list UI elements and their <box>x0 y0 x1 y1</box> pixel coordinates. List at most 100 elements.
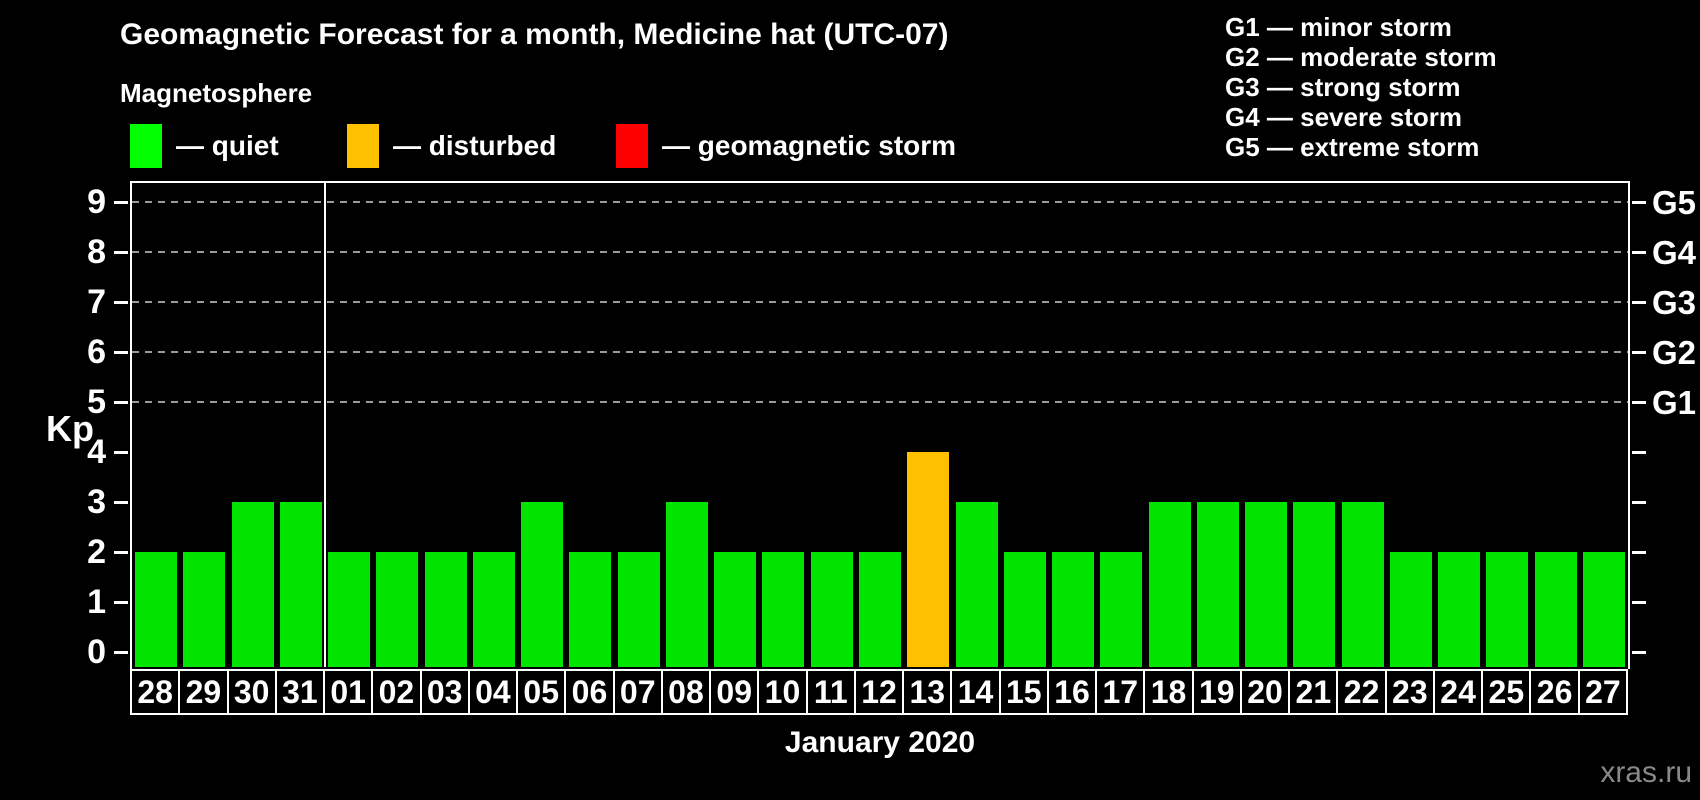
day-label-box-19: 19 <box>1191 669 1242 715</box>
plot-area <box>130 181 1630 669</box>
right-tick-kp-6 <box>1632 351 1646 354</box>
legend-label-disturbed: — disturbed <box>393 130 557 161</box>
kp-bar-day-24 <box>1438 552 1481 667</box>
day-label-box-18: 18 <box>1143 669 1194 715</box>
y-tick-label-8: 8 <box>87 233 106 271</box>
day-label-box-17: 17 <box>1095 669 1146 715</box>
kp-bar-day-14 <box>955 502 998 667</box>
right-tick-kp-9 <box>1632 201 1646 204</box>
day-label-box-20: 20 <box>1239 669 1291 715</box>
kp-bar-day-06 <box>569 552 612 667</box>
day-label-box-14: 14 <box>950 669 1001 715</box>
gridline-kp-9 <box>132 201 1628 203</box>
kp-bar-day-04 <box>472 552 515 667</box>
day-label-box-28: 28 <box>130 669 181 715</box>
y-tick-label-4: 4 <box>87 433 106 471</box>
right-tick-kp-8 <box>1632 251 1646 254</box>
kp-bar-day-13 <box>907 452 950 667</box>
day-label-box-23: 23 <box>1384 669 1435 715</box>
kp-bar-day-19 <box>1196 502 1239 667</box>
legend-item-quiet: — quiet <box>130 124 279 168</box>
gridline-kp-5 <box>132 401 1628 403</box>
day-label-box-15: 15 <box>998 669 1049 715</box>
day-label-box-12: 12 <box>853 669 905 715</box>
day-label-box-29: 29 <box>178 669 229 715</box>
kp-bar-day-21 <box>1293 502 1336 667</box>
kp-bar-day-07 <box>617 552 660 667</box>
y-tick-label-5: 5 <box>87 383 106 421</box>
day-label-box-27: 27 <box>1577 669 1628 715</box>
right-tick-kp-3 <box>1632 501 1646 504</box>
g-axis-label-g2: G2 <box>1652 334 1697 371</box>
day-label-box-22: 22 <box>1336 669 1387 715</box>
kp-bar-day-25 <box>1486 552 1529 667</box>
y-axis-label-kp: Kp <box>46 408 94 449</box>
kp-bar-day-15 <box>1003 552 1046 667</box>
g-legend-line-g1: G1 — minor storm <box>1225 12 1452 42</box>
legend-item-disturbed: — disturbed <box>347 124 556 168</box>
kp-bar-day-02 <box>376 552 419 667</box>
gridline-kp-7 <box>132 301 1628 303</box>
day-label-box-08: 08 <box>660 669 712 715</box>
kp-bar-day-20 <box>1245 502 1288 667</box>
day-label-box-10: 10 <box>757 669 808 715</box>
day-label-box-01: 01 <box>323 669 374 715</box>
day-label-box-11: 11 <box>805 669 856 715</box>
g-axis-label-g3: G3 <box>1652 284 1697 321</box>
kp-bar-day-31 <box>279 502 322 667</box>
right-tick-kp-2 <box>1632 551 1646 554</box>
day-label-box-06: 06 <box>564 669 615 715</box>
watermark-xras-ru: xras.ru <box>1600 756 1692 789</box>
day-label-box-07: 07 <box>612 669 663 715</box>
right-tick-kp-4 <box>1632 451 1646 454</box>
legend-label-quiet: — quiet <box>176 130 279 161</box>
right-tick-kp-1 <box>1632 601 1646 604</box>
day-label-box-25: 25 <box>1481 669 1532 715</box>
quiet-color-swatch <box>130 124 162 168</box>
left-tick-kp-6 <box>114 351 128 354</box>
right-tick-kp-7 <box>1632 301 1646 304</box>
kp-bar-day-29 <box>183 552 226 667</box>
legend-label-geomagnetic-storm: — geomagnetic storm <box>662 130 957 161</box>
y-tick-label-6: 6 <box>87 333 106 371</box>
left-tick-kp-4 <box>114 451 128 454</box>
g-legend-line-g3: G3 — strong storm <box>1225 72 1461 102</box>
magnetosphere-legend-title: Magnetosphere <box>120 78 313 108</box>
chart-title: Geomagnetic Forecast for a month, Medici… <box>120 18 949 51</box>
left-tick-kp-3 <box>114 501 128 504</box>
legend-item-geomagnetic-storm: — geomagnetic storm <box>616 124 956 168</box>
kp-bar-day-27 <box>1582 552 1625 667</box>
g-axis-label-g5: G5 <box>1652 184 1697 221</box>
day-label-box-02: 02 <box>371 669 422 715</box>
gridline-kp-8 <box>132 251 1628 253</box>
left-tick-kp-5 <box>114 401 128 404</box>
g-axis-label-g1: G1 <box>1652 384 1697 421</box>
g-scale-legend: G1 — minor storm G2 — moderate storm G3 … <box>1225 12 1497 162</box>
day-label-box-05: 05 <box>516 669 567 715</box>
day-label-box-30: 30 <box>226 669 277 715</box>
y-tick-label-7: 7 <box>87 283 106 321</box>
kp-bar-day-26 <box>1534 552 1577 667</box>
kp-bar-day-03 <box>424 552 467 667</box>
kp-bar-day-23 <box>1389 552 1432 667</box>
g-legend-line-g2: G2 — moderate storm <box>1225 42 1497 72</box>
right-tick-kp-5 <box>1632 401 1646 404</box>
kp-bar-day-28 <box>135 552 178 667</box>
kp-bar-day-05 <box>521 502 564 667</box>
kp-bar-day-22 <box>1341 502 1384 667</box>
y-tick-label-0: 0 <box>87 633 106 671</box>
kp-bar-day-17 <box>1100 552 1143 667</box>
kp-bar-day-09 <box>714 552 757 667</box>
y-tick-label-2: 2 <box>87 533 106 571</box>
kp-bar-day-18 <box>1148 502 1191 667</box>
day-label-box-09: 09 <box>709 669 760 715</box>
day-label-box-26: 26 <box>1529 669 1580 715</box>
kp-bar-day-30 <box>231 502 274 667</box>
kp-bar-day-11 <box>810 552 853 667</box>
kp-bar-day-01 <box>328 552 371 667</box>
gridline-kp-6 <box>132 351 1628 353</box>
day-label-box-21: 21 <box>1288 669 1339 715</box>
right-tick-kp-0 <box>1632 651 1646 654</box>
left-tick-kp-2 <box>114 551 128 554</box>
y-tick-label-9: 9 <box>87 183 106 221</box>
